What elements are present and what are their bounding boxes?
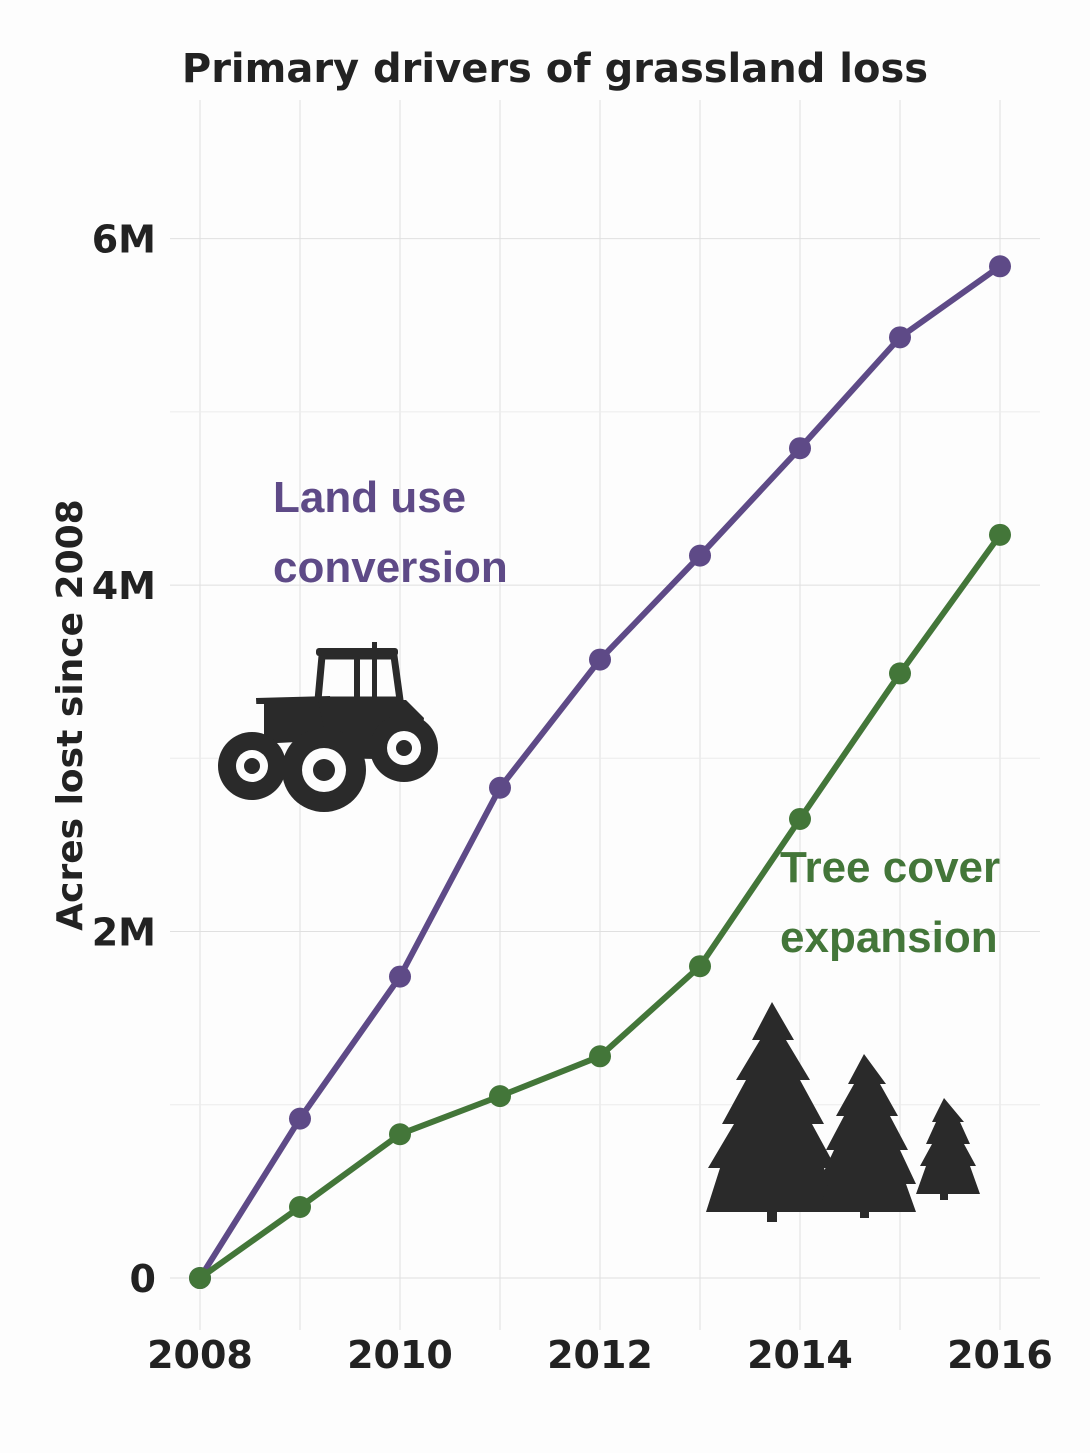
series-layer	[189, 255, 1011, 1290]
y-tick-label: 6M	[92, 218, 156, 262]
y-tick-label: 2M	[92, 911, 156, 955]
data-point	[689, 544, 711, 567]
data-point	[489, 776, 511, 799]
data-point	[389, 965, 411, 988]
label-tree-cover-line1: Tree cover	[780, 843, 1000, 892]
y-axis-ticks: 0 2M 4M 6M	[92, 218, 156, 1301]
chart-title: Primary drivers of grassland loss	[182, 46, 928, 92]
y-tick-label: 0	[130, 1257, 156, 1301]
tractor-icon	[218, 642, 438, 812]
data-point	[389, 1123, 411, 1146]
grid-lines	[170, 100, 1040, 1330]
x-tick-label: 2010	[347, 1333, 453, 1377]
x-axis-ticks: 2008 2010 2012 2014 2016	[147, 1333, 1053, 1377]
x-tick-label: 2016	[947, 1333, 1053, 1377]
x-tick-label: 2014	[747, 1333, 853, 1377]
data-point	[789, 437, 811, 460]
data-point	[589, 648, 611, 671]
data-point	[189, 1267, 211, 1290]
label-tree-cover-line2: expansion	[780, 913, 998, 962]
data-point	[689, 955, 711, 978]
data-point	[789, 807, 811, 830]
label-land-use-line1: Land use	[273, 473, 466, 522]
y-tick-label: 4M	[92, 564, 156, 608]
data-point	[889, 326, 911, 349]
x-tick-label: 2012	[547, 1333, 653, 1377]
label-land-use-line2: conversion	[273, 543, 508, 592]
data-point	[989, 255, 1011, 278]
data-point	[289, 1107, 311, 1130]
data-point	[989, 523, 1011, 546]
x-tick-label: 2008	[147, 1333, 253, 1377]
data-point	[289, 1196, 311, 1218]
pine-trees-icon	[706, 1002, 980, 1222]
y-axis-label: Acres lost since 2008	[50, 499, 91, 930]
data-point	[889, 662, 911, 685]
data-point	[589, 1045, 611, 1068]
data-point	[489, 1085, 511, 1108]
